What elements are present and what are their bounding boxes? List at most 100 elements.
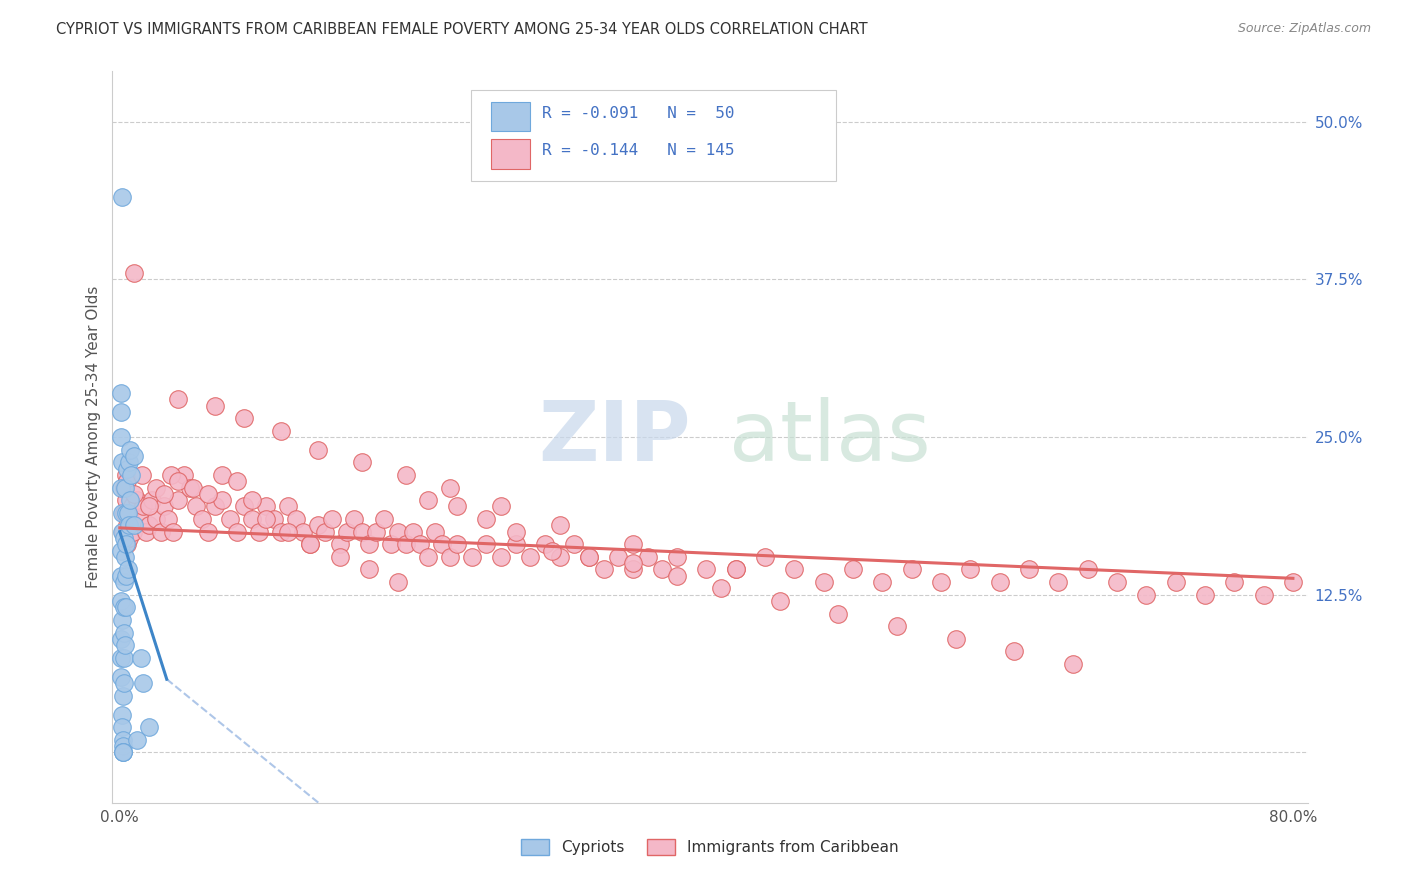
Point <box>256 500 278 514</box>
Point <box>446 537 468 551</box>
Point <box>181 481 204 495</box>
Point <box>115 537 138 551</box>
Point <box>110 543 132 558</box>
Point <box>112 650 135 665</box>
Point <box>359 562 381 576</box>
Point <box>489 549 512 564</box>
Point <box>299 537 322 551</box>
Point <box>548 549 571 564</box>
Point <box>111 506 134 520</box>
Point <box>1018 562 1040 576</box>
Point <box>233 411 256 425</box>
Point <box>138 720 160 734</box>
Point <box>1194 588 1216 602</box>
Point <box>329 549 352 564</box>
Point <box>1164 575 1187 590</box>
Point <box>184 500 207 514</box>
Point <box>110 386 132 401</box>
FancyBboxPatch shape <box>471 90 835 181</box>
Point <box>138 500 160 514</box>
Point <box>710 582 733 596</box>
Point <box>197 487 219 501</box>
Point <box>112 575 135 590</box>
Point <box>115 518 138 533</box>
Point <box>373 512 395 526</box>
Point <box>160 467 183 482</box>
Point <box>366 524 388 539</box>
Point <box>813 575 835 590</box>
Point <box>112 689 135 703</box>
Point <box>110 524 132 539</box>
Point <box>110 670 132 684</box>
Point <box>621 537 644 551</box>
Point <box>112 676 135 690</box>
Point <box>117 531 139 545</box>
Point <box>110 613 132 627</box>
Point <box>114 537 136 551</box>
Point <box>111 720 134 734</box>
Point <box>226 524 249 539</box>
Point <box>270 524 292 539</box>
Point <box>548 518 571 533</box>
Point <box>256 512 278 526</box>
FancyBboxPatch shape <box>491 102 530 131</box>
Point <box>607 549 630 564</box>
Point <box>387 575 409 590</box>
Point <box>270 424 292 438</box>
Point <box>329 537 352 551</box>
Point <box>112 625 135 640</box>
Point <box>578 549 600 564</box>
Point <box>118 442 141 457</box>
Point <box>314 524 336 539</box>
Point <box>307 442 329 457</box>
Point <box>211 467 233 482</box>
Point <box>1047 575 1070 590</box>
Legend: Cypriots, Immigrants from Caribbean: Cypriots, Immigrants from Caribbean <box>515 833 905 861</box>
Point <box>167 493 190 508</box>
Point <box>112 481 135 495</box>
Text: R = -0.144   N = 145: R = -0.144 N = 145 <box>541 143 734 158</box>
Point <box>395 537 418 551</box>
Point <box>233 500 256 514</box>
Point <box>226 474 249 488</box>
Point <box>461 549 484 564</box>
Point <box>129 650 152 665</box>
Point <box>343 512 366 526</box>
Point <box>240 512 263 526</box>
Point <box>111 745 134 759</box>
Point <box>446 500 468 514</box>
Point <box>197 524 219 539</box>
Point <box>122 524 145 539</box>
Point <box>307 518 329 533</box>
Point <box>578 549 600 564</box>
Point <box>350 524 373 539</box>
Point <box>475 512 498 526</box>
Point <box>111 707 134 722</box>
Point <box>115 474 138 488</box>
Point <box>111 524 134 539</box>
Point <box>117 562 139 576</box>
Point <box>153 500 176 514</box>
Point <box>666 549 689 564</box>
Point <box>489 500 512 514</box>
Point <box>564 537 586 551</box>
Point <box>886 619 908 633</box>
Point <box>277 500 299 514</box>
Point <box>754 549 776 564</box>
Point <box>621 556 644 570</box>
Text: atlas: atlas <box>728 397 931 477</box>
Point <box>1105 575 1128 590</box>
Point <box>1077 562 1099 576</box>
Point <box>387 524 409 539</box>
Point <box>204 500 226 514</box>
Point <box>637 549 659 564</box>
Point <box>117 455 139 469</box>
Point <box>173 467 195 482</box>
Point <box>541 543 564 558</box>
Point <box>959 562 981 576</box>
Point <box>110 650 132 665</box>
Point <box>179 481 201 495</box>
Point <box>157 512 180 526</box>
Point <box>1282 575 1305 590</box>
Point <box>439 481 461 495</box>
